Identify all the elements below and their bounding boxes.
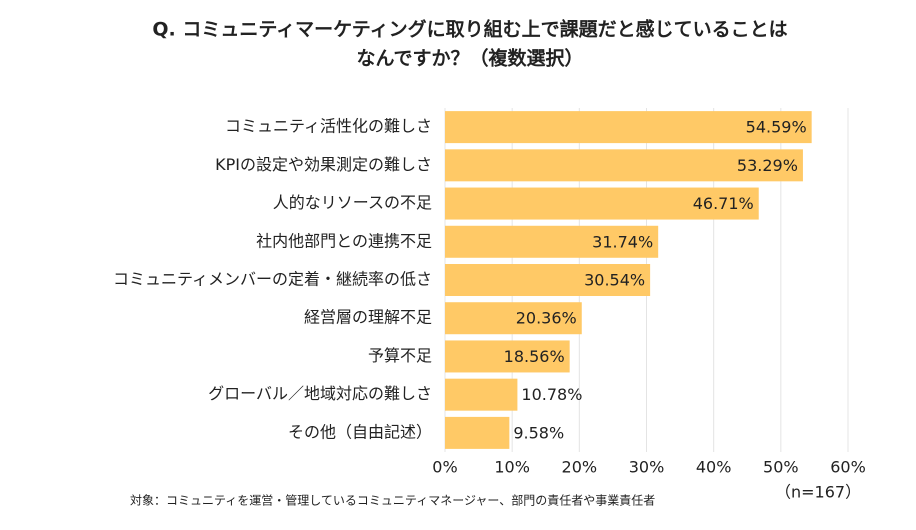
bar [445,111,812,144]
y-tick-label: 社内他部門との連携不足 [256,231,432,250]
value-label: 46.71% [693,194,754,213]
value-label: 53.29% [737,156,798,175]
value-label: 18.56% [504,347,565,366]
x-tick-label: 50% [763,458,799,477]
value-label: 54.59% [746,118,807,137]
bar [445,225,659,258]
bar [445,416,510,449]
y-tick-label: 人的なリソースの不足 [273,193,432,212]
sample-note: （n=167） [775,483,861,502]
y-tick-label: コミュニティメンバーの定着・継続率の低さ [113,270,432,289]
x-tick-label: 60% [830,458,866,477]
bar [445,187,759,220]
y-tick-label: グローバル／地域対応の難しさ [208,384,432,403]
y-tick-label: コミュニティ活性化の難しさ [225,117,432,136]
footnote: 対象：コミュニティを運営・管理しているコミュニティマネージャー、部門の責任者や事… [130,493,655,508]
y-tick-label: 経営層の理解不足 [304,308,432,327]
x-tick-label: 40% [696,458,732,477]
value-label: 9.58% [513,423,564,442]
y-tick-label: KPIの設定や効果測定の難しさ [215,155,432,174]
x-tick-label: 0% [432,458,457,477]
chart-title: なんですか？（複数選択） [356,47,583,70]
value-label: 10.78% [521,385,582,404]
value-label: 31.74% [592,232,653,251]
y-tick-label: その他（自由記述） [288,422,432,441]
value-label: 20.36% [516,309,577,328]
x-tick-label: 10% [494,458,530,477]
bar [445,378,518,411]
bar [445,264,651,296]
bar [445,302,582,335]
y-tick-label: 予算不足 [368,346,432,365]
bar [445,340,570,373]
chart-title: Q. コミュニティマーケティングに取り組む上で課題だと感じていることは [152,18,787,41]
value-label: 30.54% [584,271,645,290]
bar [445,149,803,182]
x-tick-label: 30% [629,458,665,477]
x-tick-label: 20% [562,458,598,477]
